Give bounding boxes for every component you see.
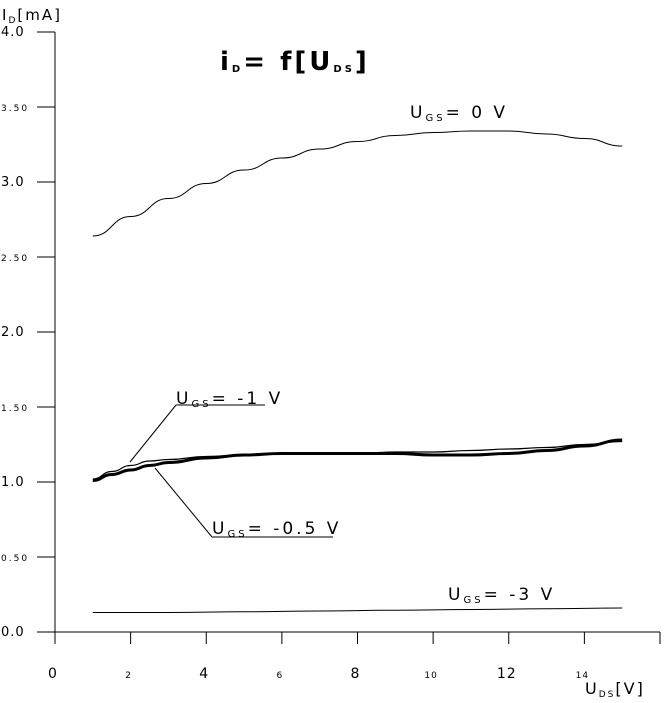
x-tick-label: 10 [424,671,437,681]
x-tick-label: 6 [277,671,284,681]
series-line-4 [92,607,623,614]
series-line-2 [92,440,623,480]
x-tick-label: 4 [199,666,209,682]
y-tick-label: 3.50 [1,104,29,114]
series-line-1 [92,130,623,237]
y-tick-label: 1.0 [1,475,25,490]
y-tick-label: 3.0 [1,175,25,190]
x-tick-label: 14 [576,671,589,681]
y-tick-label: 2.50 [1,254,29,264]
chart-title: iD= f[UDS] [220,47,370,77]
y-tick-label: 1.50 [1,404,29,414]
ticks: 02468101214160.00.501.01.502.02.503.03.5… [1,25,665,684]
y-tick-label: 4.0 [1,25,25,40]
x-axis-label: UDS[V] [585,679,645,700]
axes [54,32,660,633]
annotations: ID[mA] UDS[V] iD= f[UDS] UGS= 0 V UGS= -1 V U… [2,6,645,700]
y-tick-label: 2.0 [1,325,25,340]
x-tick-label: 0 [48,666,58,682]
y-tick-label: 0.0 [1,625,25,640]
series-label-3: UGS= -0.5 V [212,519,341,540]
series-label-4: UGS= -3 V [448,585,555,606]
y-axis-label: ID[mA] [2,6,62,26]
series-label-2: UGS= -1 V [176,389,283,410]
series-line-3 [92,438,623,482]
x-tick-label: 8 [351,666,361,682]
series-label-1: UGS= 0 V [410,103,508,124]
x-tick-label: 12 [497,666,517,682]
series-lines [92,130,623,614]
label-leader-line [154,467,213,538]
label-leader-line [129,404,177,463]
y-tick-label: 0.50 [1,554,29,564]
x-tick-label: 2 [125,671,132,681]
